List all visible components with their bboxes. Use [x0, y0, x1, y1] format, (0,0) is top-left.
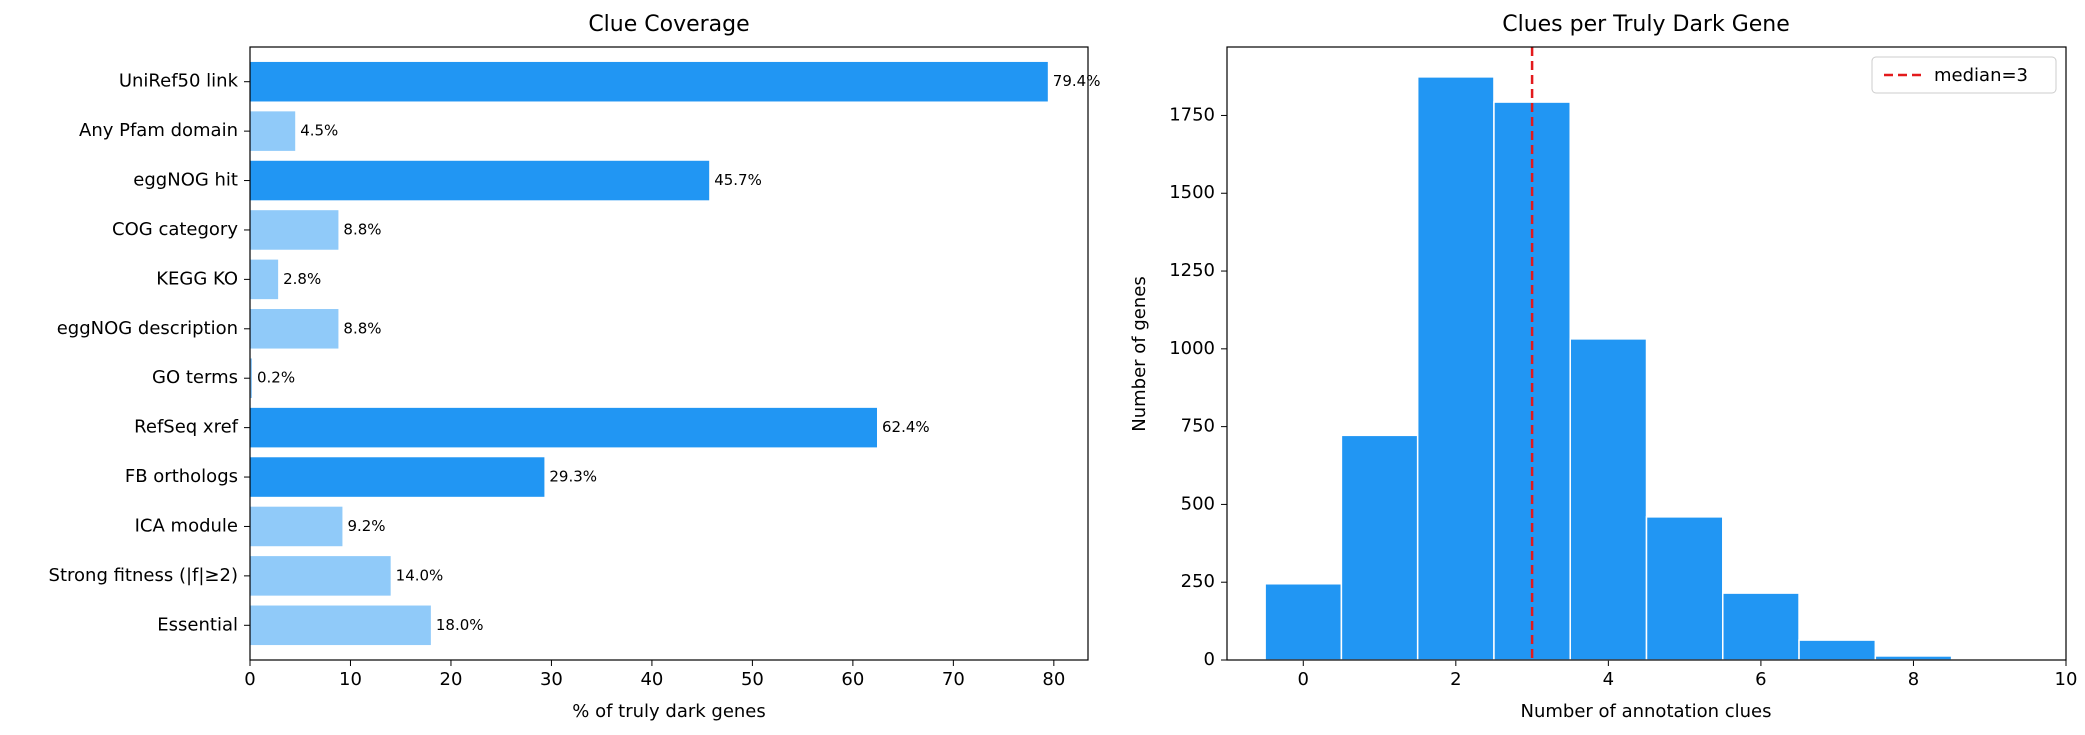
bar — [250, 160, 710, 201]
axes-frame — [249, 46, 1089, 661]
bar — [250, 259, 279, 300]
histogram-bar — [1340, 434, 1419, 661]
bar — [250, 309, 339, 349]
value-label: 29.3% — [549, 468, 597, 486]
bar — [250, 210, 339, 250]
y-tick-label: 1750 — [1169, 104, 1215, 125]
bar — [250, 506, 343, 547]
histogram-bar — [1569, 338, 1648, 661]
bar — [250, 556, 391, 596]
x-tick-label: 10 — [2055, 669, 2078, 690]
value-label: 8.8% — [343, 220, 381, 238]
value-label: 79.4% — [1053, 72, 1101, 90]
x-tick-label: 10 — [339, 669, 362, 690]
y-tick-label: 250 — [1181, 571, 1215, 592]
axes-frame — [1226, 46, 2067, 661]
x-tick-label: 80 — [1042, 669, 1065, 690]
x-tick-label: 40 — [640, 669, 663, 690]
x-tick-label: 8 — [1908, 669, 1919, 690]
y-tick-label: RefSeq xref — [134, 417, 238, 438]
bar — [250, 111, 296, 151]
histogram-bar — [1645, 516, 1724, 661]
y-axis-label: Number of genes — [1129, 276, 1150, 431]
x-tick-label: 20 — [440, 669, 463, 690]
legend-box — [1871, 56, 2057, 94]
x-tick-label: 0 — [244, 669, 255, 690]
x-axis-label: Number of annotation clues — [1520, 701, 1771, 722]
x-tick-label: 30 — [540, 669, 563, 690]
x-tick-label: 0 — [1298, 669, 1309, 690]
value-label: 0.2% — [257, 369, 295, 387]
y-tick-label: Any Pfam domain — [79, 120, 238, 141]
bar — [250, 61, 1048, 102]
y-tick-label: 1500 — [1169, 182, 1215, 203]
histogram-bar — [1493, 101, 1571, 661]
value-label: 8.8% — [343, 319, 381, 337]
y-tick-label: eggNOG hit — [133, 170, 238, 191]
bar — [250, 358, 253, 398]
y-tick-label: FB orthologs — [125, 466, 238, 487]
histogram-bar — [1798, 639, 1877, 661]
value-label: 18.0% — [436, 616, 484, 634]
x-axis-label: % of truly dark genes — [572, 701, 766, 722]
histogram-bar — [1264, 583, 1343, 661]
chart-title: Clue Coverage — [588, 12, 749, 37]
chart-title: Clues per Truly Dark Gene — [1502, 12, 1790, 37]
bar — [250, 605, 431, 646]
y-tick-label: eggNOG description — [57, 318, 238, 339]
x-tick-label: 50 — [741, 669, 764, 690]
value-label: 45.7% — [714, 171, 762, 189]
bar — [250, 407, 877, 448]
value-label: 9.2% — [347, 517, 385, 535]
y-tick-label: GO terms — [152, 367, 238, 388]
y-tick-label: ICA module — [135, 515, 238, 536]
y-tick-label: Strong fitness (|f|≥2) — [49, 565, 238, 586]
y-tick-label: 1000 — [1169, 338, 1215, 359]
y-tick-label: 0 — [1204, 649, 1215, 670]
y-tick-label: Essential — [157, 614, 238, 635]
x-tick-label: 70 — [942, 669, 965, 690]
value-label: 14.0% — [396, 566, 444, 584]
y-tick-label: COG category — [112, 219, 238, 240]
x-tick-label: 6 — [1755, 669, 1766, 690]
value-label: 62.4% — [882, 418, 930, 436]
y-tick-label: 500 — [1181, 493, 1215, 514]
x-tick-label: 60 — [841, 669, 864, 690]
y-tick-label: KEGG KO — [156, 268, 238, 289]
value-label: 2.8% — [283, 270, 321, 288]
histogram-bar — [1874, 655, 1953, 661]
x-tick-label: 4 — [1603, 669, 1614, 690]
bar — [250, 457, 545, 497]
value-label: 4.5% — [300, 122, 338, 140]
y-tick-label: 750 — [1181, 416, 1215, 437]
histogram-bar — [1722, 592, 1800, 661]
y-tick-label: UniRef50 link — [119, 71, 239, 92]
y-tick-label: 1250 — [1169, 260, 1215, 281]
legend-label: median=3 — [1934, 65, 2028, 86]
histogram-bar — [1416, 76, 1495, 661]
x-tick-label: 2 — [1450, 669, 1461, 690]
